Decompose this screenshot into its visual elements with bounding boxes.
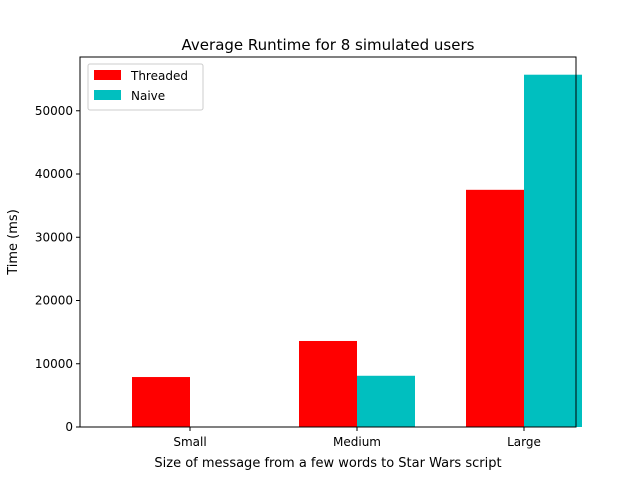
y-tick-label: 30000 [35, 230, 73, 244]
x-tick-label-large: Large [507, 435, 541, 449]
y-axis-label: Time (ms) [6, 209, 21, 276]
bars-layer [132, 74, 582, 427]
bar-naive-large [524, 74, 582, 427]
legend-label-naive: Naive [131, 89, 165, 103]
bar-naive-medium [357, 375, 415, 427]
x-tick-label-medium: Medium [333, 435, 381, 449]
bar-threaded-small [132, 377, 190, 427]
legend-label-threaded: Threaded [130, 69, 188, 83]
x-axis-label: Size of message from a few words to Star… [154, 456, 501, 471]
y-tick-label: 50000 [35, 104, 73, 118]
y-tick-label: 20000 [35, 294, 73, 308]
plot-frame [79, 56, 577, 428]
y-tick-label: 0 [65, 420, 73, 434]
legend: Threaded Naive [87, 63, 204, 111]
y-tick-label: 10000 [35, 357, 73, 371]
legend-swatch-naive [94, 90, 121, 100]
chart-title: Average Runtime for 8 simulated users [182, 36, 475, 54]
bar-threaded-large [466, 189, 524, 427]
y-tick-label: 40000 [35, 167, 73, 181]
x-axis-ticks: Small Medium Large [173, 427, 541, 449]
bar-threaded-medium [299, 340, 357, 427]
y-axis-ticks: 0 10000 20000 30000 40000 50000 [35, 104, 80, 434]
x-tick-label-small: Small [173, 435, 206, 449]
legend-swatch-threaded [94, 70, 121, 80]
